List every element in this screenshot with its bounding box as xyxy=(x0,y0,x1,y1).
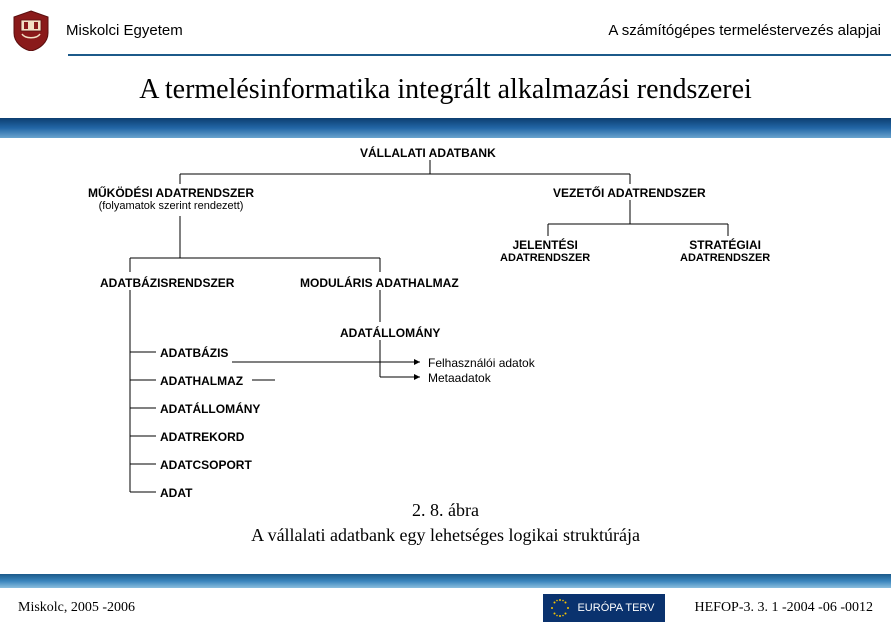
node-jelentesi-sub: ADATRENDSZER xyxy=(500,252,590,264)
node-jelentesi-label: JELENTÉSI xyxy=(512,238,577,252)
university-crest-icon xyxy=(10,9,52,51)
node-chain-adatbazis: ADATBÁZIS xyxy=(160,346,228,360)
node-chain-adat: ADAT xyxy=(160,486,192,500)
tree-diagram: VÁLLALATI ADATBANK MŰKÖDÉSI ADATRENDSZER… xyxy=(0,138,891,498)
title-row: A termelésinformatika integrált alkalmaz… xyxy=(0,56,891,112)
node-chain-adatrekord: ADATREKORD xyxy=(160,430,244,444)
node-vezetoi: VEZETŐI ADATRENDSZER xyxy=(553,186,706,200)
figure-caption: 2. 8. ábra A vállalati adatbank egy lehe… xyxy=(0,500,891,546)
footer-right: HEFOP-3. 3. 1 -2004 -06 -0012 xyxy=(695,600,874,616)
europa-terv-logo: EURÓPA TERV xyxy=(543,594,664,622)
figure-text: A vállalati adatbank egy lehetséges logi… xyxy=(0,525,891,546)
slide-footer: Miskolc, 2005 -2006 EURÓPA TERV HEFOP-3.… xyxy=(0,574,891,630)
node-adatbazisrendszer: ADATBÁZISRENDSZER xyxy=(100,276,234,290)
node-modularis: MODULÁRIS ADATHALMAZ xyxy=(300,276,459,290)
node-mukodesi-sub: (folyamatok szerint rendezett) xyxy=(88,200,254,212)
header-org: Miskolci Egyetem xyxy=(66,22,183,39)
footer-separator-bar xyxy=(0,574,891,588)
title-separator-bar xyxy=(0,118,891,138)
slide-header: Miskolci Egyetem A számítógépes termelés… xyxy=(0,0,891,54)
slide-title: A termelésinformatika integrált alkalmaz… xyxy=(20,74,871,106)
node-root: VÁLLALATI ADATBANK xyxy=(360,146,496,160)
header-context: A számítógépes termeléstervezés alapjai xyxy=(608,22,881,39)
node-jelentesi: JELENTÉSI ADATRENDSZER xyxy=(500,238,590,264)
node-metaadatok: Metaadatok xyxy=(428,371,491,385)
eu-stars-icon xyxy=(549,597,571,619)
node-strategiai-label: STRATÉGIAI xyxy=(689,238,761,252)
footer-left: Miskolc, 2005 -2006 xyxy=(18,600,135,616)
node-adatallomany-2: ADATÁLLOMÁNY xyxy=(340,326,440,340)
node-mukodesi-label: MŰKÖDÉSI ADATRENDSZER xyxy=(88,186,254,200)
node-chain-adatcsoport: ADATCSOPORT xyxy=(160,458,252,472)
node-strategiai-sub: ADATRENDSZER xyxy=(680,252,770,264)
node-chain-adathalmaz: ADATHALMAZ xyxy=(160,374,243,388)
node-chain-adatallomany: ADATÁLLOMÁNY xyxy=(160,402,260,416)
node-felhasznaloi: Felhasználói adatok xyxy=(428,356,535,370)
node-strategiai: STRATÉGIAI ADATRENDSZER xyxy=(680,238,770,264)
node-mukodesi: MŰKÖDÉSI ADATRENDSZER (folyamatok szerin… xyxy=(88,186,254,212)
europa-terv-text: EURÓPA TERV xyxy=(577,602,654,614)
figure-number: 2. 8. ábra xyxy=(0,500,891,521)
